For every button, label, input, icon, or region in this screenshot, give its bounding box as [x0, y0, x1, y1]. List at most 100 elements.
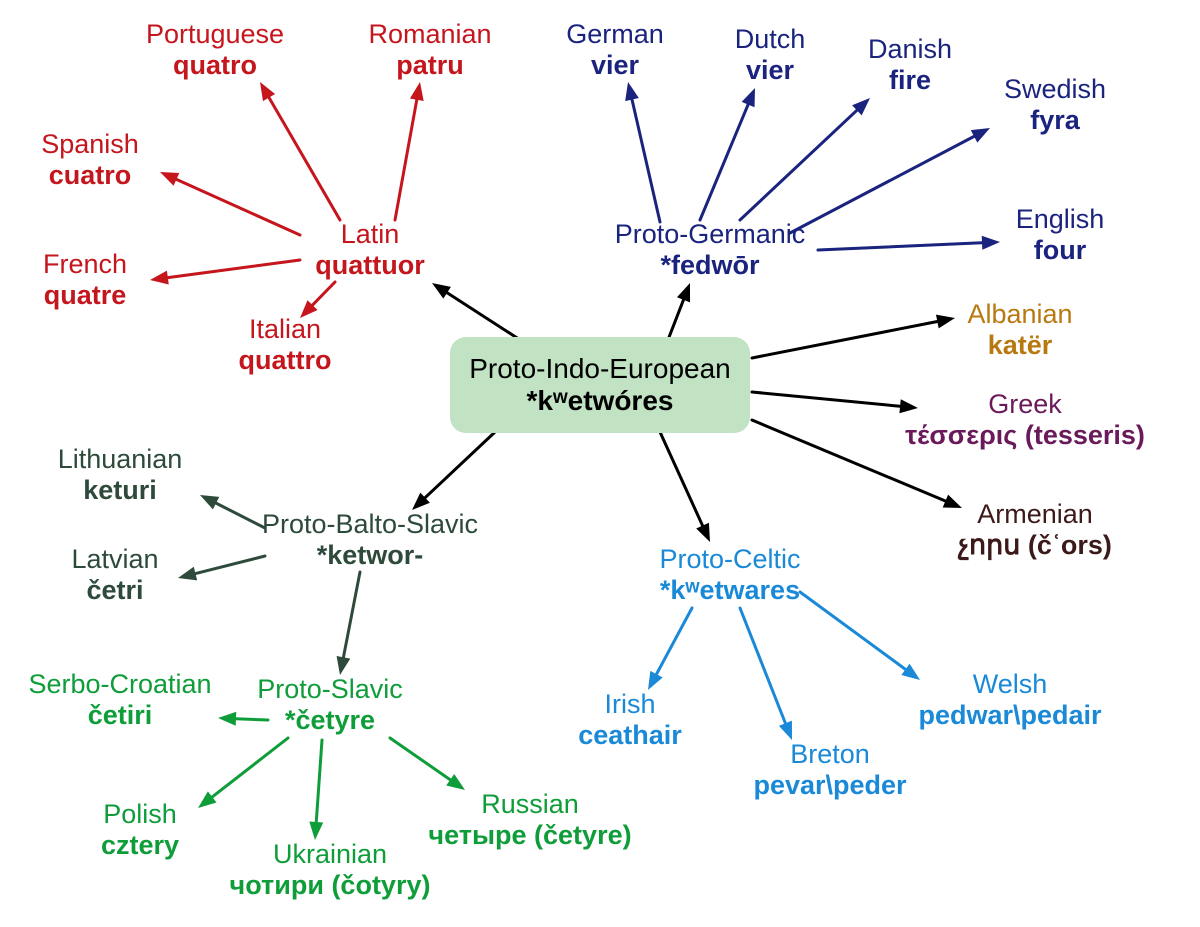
edge-arrow	[198, 738, 288, 808]
word-label: pevar\peder	[753, 770, 906, 801]
word-label: *četyre	[257, 705, 403, 736]
lang-label: Breton	[753, 739, 906, 770]
lang-label: Latin	[315, 219, 424, 250]
edge-arrow	[300, 282, 335, 318]
lang-label: Portuguese	[146, 19, 284, 50]
word-label: *ketwor-	[262, 540, 478, 571]
lang-label: Proto-Germanic	[615, 219, 806, 250]
edge-arrow	[200, 495, 265, 528]
node-dutch: Dutchvier	[735, 24, 806, 86]
lang-label: Proto-Slavic	[257, 674, 403, 705]
node-greek: Greekτέσσερις (tesseris)	[905, 389, 1145, 451]
word-label: quatro	[146, 50, 284, 81]
node-serbocroat: Serbo-Croatiančetiri	[28, 669, 211, 731]
edge-arrow	[390, 738, 465, 790]
edge-arrow	[178, 556, 265, 580]
edge-arrow	[740, 608, 792, 740]
lang-label: Serbo-Croatian	[28, 669, 211, 700]
edge-arrow	[412, 432, 495, 510]
word-label: četri	[71, 575, 158, 606]
node-romanian: Romanianpatru	[368, 19, 491, 81]
word-label: ceathair	[578, 720, 682, 751]
node-pbaltoslav: Proto-Balto-Slavic*ketwor-	[262, 509, 478, 571]
edge-arrow	[625, 82, 660, 222]
root-word: *kʷetwóres	[450, 385, 750, 417]
edge-arrow	[395, 82, 424, 220]
node-russian: Russianчетыре (četyre)	[428, 789, 631, 851]
word-label: quatre	[43, 280, 127, 311]
word-label: четыре (četyre)	[428, 820, 631, 851]
edge-arrow	[800, 592, 920, 680]
word-label: τέσσερις (tesseris)	[905, 420, 1145, 451]
node-spanish: Spanishcuatro	[41, 129, 139, 191]
word-label: cuatro	[41, 160, 139, 191]
word-label: fire	[868, 65, 952, 96]
node-danish: Danishfire	[868, 34, 952, 96]
lang-label: Polish	[101, 799, 179, 830]
word-label: чотири (čotyry)	[230, 870, 431, 901]
edge-arrow	[666, 283, 690, 345]
lang-label: Armenian	[958, 499, 1112, 530]
word-label: *fedwōr	[615, 250, 806, 281]
node-lithuanian: Lithuanianketuri	[58, 444, 183, 506]
lang-label: Lithuanian	[58, 444, 183, 475]
lang-label: Danish	[868, 34, 952, 65]
node-portuguese: Portuguesequatro	[146, 19, 284, 81]
node-breton: Bretonpevar\peder	[753, 739, 906, 801]
node-ukrainian: Ukrainianчотири (čotyry)	[230, 839, 431, 901]
edge-arrow	[648, 608, 692, 690]
word-label: quattuor	[315, 250, 424, 281]
word-label: katër	[967, 330, 1072, 361]
edge-arrow	[432, 283, 528, 345]
lang-label: Irish	[578, 689, 682, 720]
word-label: vier	[735, 55, 806, 86]
node-polish: Polishcztery	[101, 799, 179, 861]
node-pceltic: Proto-Celtic*kʷetwares	[659, 544, 800, 606]
node-armenian: Armenianչորս (čʿors)	[958, 499, 1112, 561]
edge-arrow	[309, 740, 323, 840]
lang-label: German	[566, 19, 664, 50]
lang-label: Romanian	[368, 19, 491, 50]
root-node: Proto-Indo-European *kʷetwóres	[450, 337, 750, 433]
node-pslavic: Proto-Slavic*četyre	[257, 674, 403, 736]
node-swedish: Swedishfyra	[1004, 74, 1106, 136]
lang-label: Spanish	[41, 129, 139, 160]
lang-label: French	[43, 249, 127, 280]
word-label: pedwar\pedair	[918, 700, 1101, 731]
node-pgermanic: Proto-Germanic*fedwōr	[615, 219, 806, 281]
node-english: Englishfour	[1016, 204, 1105, 266]
lang-label: Swedish	[1004, 74, 1106, 105]
word-label: չորս (čʿors)	[958, 530, 1112, 561]
edge-arrow	[752, 315, 955, 358]
node-welsh: Welshpedwar\pedair	[918, 669, 1101, 731]
lang-label: Proto-Celtic	[659, 544, 800, 575]
node-irish: Irishceathair	[578, 689, 682, 751]
lang-label: Greek	[905, 389, 1145, 420]
word-label: quattro	[239, 345, 332, 376]
root-lang: Proto-Indo-European	[450, 353, 750, 385]
node-latin: Latinquattuor	[315, 219, 424, 281]
lang-label: Welsh	[918, 669, 1101, 700]
lang-label: Proto-Balto-Slavic	[262, 509, 478, 540]
lang-label: Latvian	[71, 544, 158, 575]
word-label: *kʷetwares	[659, 575, 800, 606]
word-label: četiri	[28, 700, 211, 731]
edge-arrow	[160, 172, 300, 235]
word-label: keturi	[58, 475, 183, 506]
lang-label: Albanian	[967, 299, 1072, 330]
lang-label: Italian	[239, 314, 332, 345]
edge-arrow	[337, 572, 360, 675]
lang-label: Dutch	[735, 24, 806, 55]
edge-arrow	[752, 392, 918, 413]
edge-arrow	[150, 260, 300, 285]
edge-arrow	[700, 88, 755, 220]
word-label: four	[1016, 235, 1105, 266]
node-albanian: Albaniankatër	[967, 299, 1072, 361]
word-label: fyra	[1004, 105, 1106, 136]
lang-label: English	[1016, 204, 1105, 235]
edge-arrow	[818, 236, 1000, 250]
node-latvian: Latviančetri	[71, 544, 158, 606]
node-german: Germanvier	[566, 19, 664, 81]
edge-arrow	[260, 82, 340, 220]
lang-label: Russian	[428, 789, 631, 820]
